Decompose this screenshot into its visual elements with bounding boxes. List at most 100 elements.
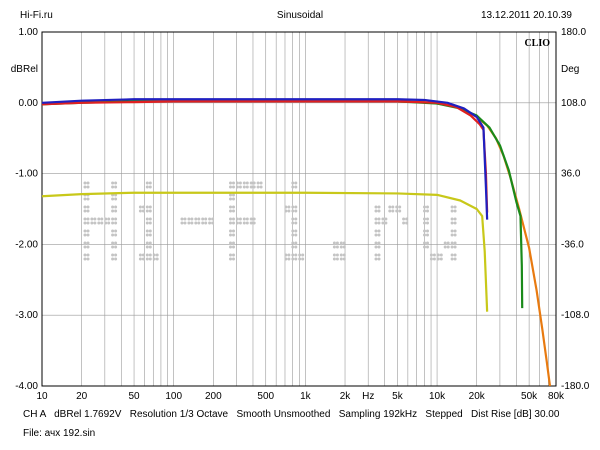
watermark-dot <box>145 217 149 221</box>
watermark-dot <box>232 229 235 233</box>
watermark-dot <box>111 205 115 209</box>
watermark-dot <box>249 181 253 185</box>
watermark-dot <box>242 181 246 185</box>
watermark-dot <box>245 221 249 225</box>
watermark-dot <box>450 253 454 257</box>
watermark-dot <box>114 253 118 257</box>
watermark-dot <box>332 245 336 249</box>
watermark-dot <box>86 257 90 261</box>
watermark-dot <box>423 221 426 225</box>
watermark-dot <box>426 217 429 221</box>
watermark-dot <box>141 253 145 257</box>
watermark-dot <box>450 221 454 225</box>
watermark-dot <box>287 205 291 209</box>
y-tick-label: 1.00 <box>19 27 39 38</box>
watermark-dot <box>232 221 235 225</box>
watermark-dot <box>339 257 343 261</box>
watermark-dot <box>291 229 295 233</box>
watermark-dot <box>145 257 149 261</box>
watermark-dot <box>388 205 392 209</box>
watermark-dot <box>291 257 295 261</box>
watermark-dot <box>83 217 87 221</box>
header-timestamp: 13.12.2011 20.10.39 <box>480 10 572 21</box>
watermark-dot <box>114 257 118 261</box>
watermark-dot <box>111 197 115 201</box>
watermark-dot <box>453 233 457 237</box>
y2-tick-label: -108.0 <box>561 310 590 321</box>
watermark-dot <box>114 221 118 225</box>
watermark-dot <box>229 205 232 209</box>
watermark-dot <box>335 257 339 261</box>
watermark-dot <box>190 217 194 221</box>
watermark-dot <box>284 209 288 213</box>
watermark-dot <box>83 245 87 249</box>
watermark-dot <box>252 181 256 185</box>
watermark-dot <box>402 221 406 225</box>
watermark-dot <box>429 253 433 257</box>
watermark-dot <box>381 221 385 225</box>
watermark-dot <box>374 205 378 209</box>
watermark-dot <box>374 229 378 233</box>
watermark-dot <box>242 221 246 225</box>
watermark-dot <box>229 221 232 225</box>
watermark-dot <box>291 217 295 221</box>
watermark-dot <box>232 197 235 201</box>
y-tick-label: -4.00 <box>15 381 38 392</box>
watermark-dot <box>211 221 215 225</box>
watermark-dot <box>197 217 201 221</box>
watermark-dot <box>426 209 429 213</box>
watermark-dot <box>450 233 454 237</box>
watermark-dot <box>298 253 302 257</box>
watermark-dot <box>377 229 381 233</box>
watermark-dot <box>114 233 118 237</box>
watermark-dot <box>405 221 409 225</box>
watermark-dot <box>201 217 205 221</box>
watermark-dot <box>232 181 235 185</box>
watermark-dot <box>138 253 142 257</box>
watermark-dot <box>145 185 149 189</box>
watermark-dot <box>232 241 235 245</box>
watermark-dot <box>256 185 260 189</box>
watermark-dot <box>232 253 235 257</box>
watermark-dot <box>432 253 436 257</box>
watermark-dot <box>291 185 295 189</box>
y2-tick-label: -36.0 <box>561 239 584 250</box>
watermark-dot <box>114 245 118 249</box>
watermark-dot <box>342 241 346 245</box>
watermark-dot <box>245 181 249 185</box>
watermark-dot <box>453 245 457 249</box>
watermark-dot <box>232 209 235 213</box>
watermark-dot <box>377 221 381 225</box>
y-tick-label: 0.00 <box>19 98 39 109</box>
watermark-dot <box>391 205 395 209</box>
watermark-dot <box>86 221 90 225</box>
watermark-dot <box>453 241 457 245</box>
watermark-dot <box>152 257 156 261</box>
y2-tick-label: -180.0 <box>561 381 590 392</box>
watermark-dot <box>148 257 152 261</box>
watermark-dot <box>229 233 232 237</box>
x-tick-label: Hz <box>362 391 374 402</box>
watermark-dot <box>294 229 298 233</box>
watermark-dot <box>423 217 426 221</box>
watermark-dot <box>138 257 142 261</box>
watermark-dot <box>86 181 90 185</box>
watermark-dot <box>145 241 149 245</box>
x-tick-label: 80k <box>548 391 565 402</box>
watermark-dot <box>114 181 118 185</box>
watermark-dot <box>111 185 115 189</box>
watermark-dot <box>377 209 381 213</box>
y-tick-label: -2.00 <box>15 239 38 250</box>
watermark-dot <box>111 229 115 233</box>
watermark-dot <box>339 241 343 245</box>
watermark-dot <box>294 241 298 245</box>
x-tick-label: 10k <box>429 391 446 402</box>
watermark-dot <box>294 245 298 249</box>
watermark-dot <box>229 241 232 245</box>
x-tick-label: 20 <box>76 391 88 402</box>
watermark-dot <box>100 217 104 221</box>
watermark-dot <box>423 229 426 233</box>
watermark-dot <box>180 221 184 225</box>
series-line-5 <box>41 191 489 312</box>
watermark-dot <box>197 221 201 225</box>
